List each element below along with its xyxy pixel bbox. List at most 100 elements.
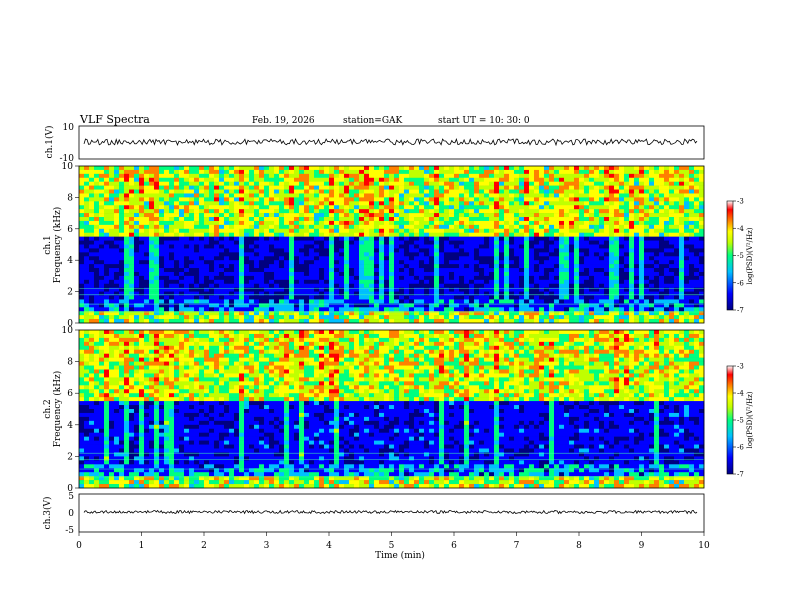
spectrogram-cell (304, 240, 310, 245)
spectrogram-cell (399, 315, 405, 320)
spectrogram-cell (209, 303, 215, 308)
spectrogram-cell (489, 201, 495, 206)
spectrogram-cell (549, 319, 555, 324)
spectrogram-cell (609, 295, 615, 300)
spectrogram-cell (294, 248, 300, 253)
spectrogram-cell (399, 252, 405, 257)
spectrogram-cell (189, 311, 195, 316)
spectrogram-cell (684, 268, 690, 273)
spectrogram-cell (89, 299, 95, 304)
spectrogram-cell (544, 185, 550, 190)
spectrogram-cell (159, 279, 165, 285)
spectrogram-cell (179, 244, 185, 249)
spectrogram-cell (424, 232, 430, 237)
spectrogram-cell (549, 205, 555, 210)
spectrogram-cell (624, 209, 630, 214)
spectrogram-cell (159, 197, 165, 202)
spectrogram-cell (204, 217, 210, 222)
spectrogram-cell (219, 166, 225, 171)
spectrogram-cell (624, 268, 630, 273)
spectrogram-cell (554, 315, 560, 320)
spectrogram-cell (644, 248, 650, 253)
spectrogram-cell (369, 256, 375, 261)
spectrogram-cell (259, 275, 265, 281)
spectrogram-cell (669, 319, 675, 324)
spectrogram-cell (489, 197, 495, 202)
spectrogram-cell (159, 275, 165, 281)
spectrogram-cell (139, 291, 145, 296)
spectrogram-cell (644, 181, 650, 186)
spectrogram-cell (564, 287, 570, 292)
spectrogram-cell (414, 220, 420, 226)
spectrogram-cell (509, 217, 515, 222)
spectrogram-cell (464, 291, 470, 296)
spectrogram-cell (339, 205, 345, 210)
spectrogram-cell (254, 275, 260, 281)
spectrogram-cell (424, 201, 430, 206)
spectrogram-cell (659, 252, 665, 257)
spectrogram-cell (374, 307, 380, 312)
spectrogram-cell (254, 252, 260, 257)
spectrogram-cell (374, 217, 380, 222)
spectrogram-cell (544, 224, 550, 230)
spectrogram-cell (559, 193, 565, 198)
spectrogram-cell (489, 173, 495, 179)
spectrogram-cell (594, 177, 600, 182)
spectrogram-cell (124, 185, 130, 190)
spectrogram-cell (339, 319, 345, 324)
spectrogram-cell (274, 197, 280, 202)
spectrogram-cell (544, 303, 550, 308)
spectrogram-cell (399, 185, 405, 190)
spectrogram-cell (239, 217, 245, 222)
spectrogram-cell (614, 315, 620, 320)
spectrogram-cell (179, 287, 185, 292)
spectrogram-cell (639, 205, 645, 210)
spectrogram-cell (519, 264, 525, 269)
spectrogram-cell (444, 319, 450, 324)
spectrogram-cell (549, 181, 555, 186)
spectrogram-cell (664, 240, 670, 245)
spectrogram-cell (169, 264, 175, 269)
spectrogram-cell (659, 303, 665, 308)
spectrogram-cell (244, 173, 250, 179)
spectrogram-cell (684, 315, 690, 320)
spectrogram-cell (354, 201, 360, 206)
spectrogram-cell (279, 252, 285, 257)
spectrogram-cell (224, 268, 230, 273)
spectrogram-cell (304, 228, 310, 234)
spectrogram-cell (244, 244, 250, 249)
spectrogram-cell (649, 220, 655, 226)
spectrogram-cell (609, 217, 615, 222)
spectrogram-cell (204, 177, 210, 182)
spectrogram-cell (299, 295, 305, 300)
spectrogram-cell (234, 236, 240, 241)
spectrogram-cell (604, 236, 610, 241)
spectrogram-cell (229, 232, 235, 237)
spectrogram-cell (379, 271, 385, 277)
spectrogram-cell (539, 236, 545, 241)
spectrogram-cell (589, 248, 595, 253)
spectrogram-cell (129, 169, 135, 175)
spectrogram-cell (419, 177, 425, 182)
spectrogram-cell (399, 311, 405, 316)
spectrogram-cell (319, 209, 325, 214)
spectrogram-cell (189, 177, 195, 182)
spectrogram-cell (254, 209, 260, 214)
spectrogram-cell (569, 275, 575, 281)
spectrogram-cell (454, 169, 460, 175)
spectrogram-cell (299, 185, 305, 190)
spectrogram-cell (479, 299, 485, 304)
spectrogram-cell (689, 303, 695, 308)
spectrogram-cell (94, 244, 100, 249)
spectrogram-cell (369, 252, 375, 257)
spectrogram-cell (134, 244, 140, 249)
spectrogram-cell (559, 319, 565, 324)
spectrogram-cell (124, 189, 130, 194)
spectrogram-cell (159, 287, 165, 292)
spectrogram-cell (399, 228, 405, 234)
spectrogram-cell (89, 240, 95, 245)
spectrogram-cell (629, 240, 635, 245)
spectrogram-cell (399, 197, 405, 202)
spectrogram-cell (394, 307, 400, 312)
spectrogram-cell (119, 268, 125, 273)
